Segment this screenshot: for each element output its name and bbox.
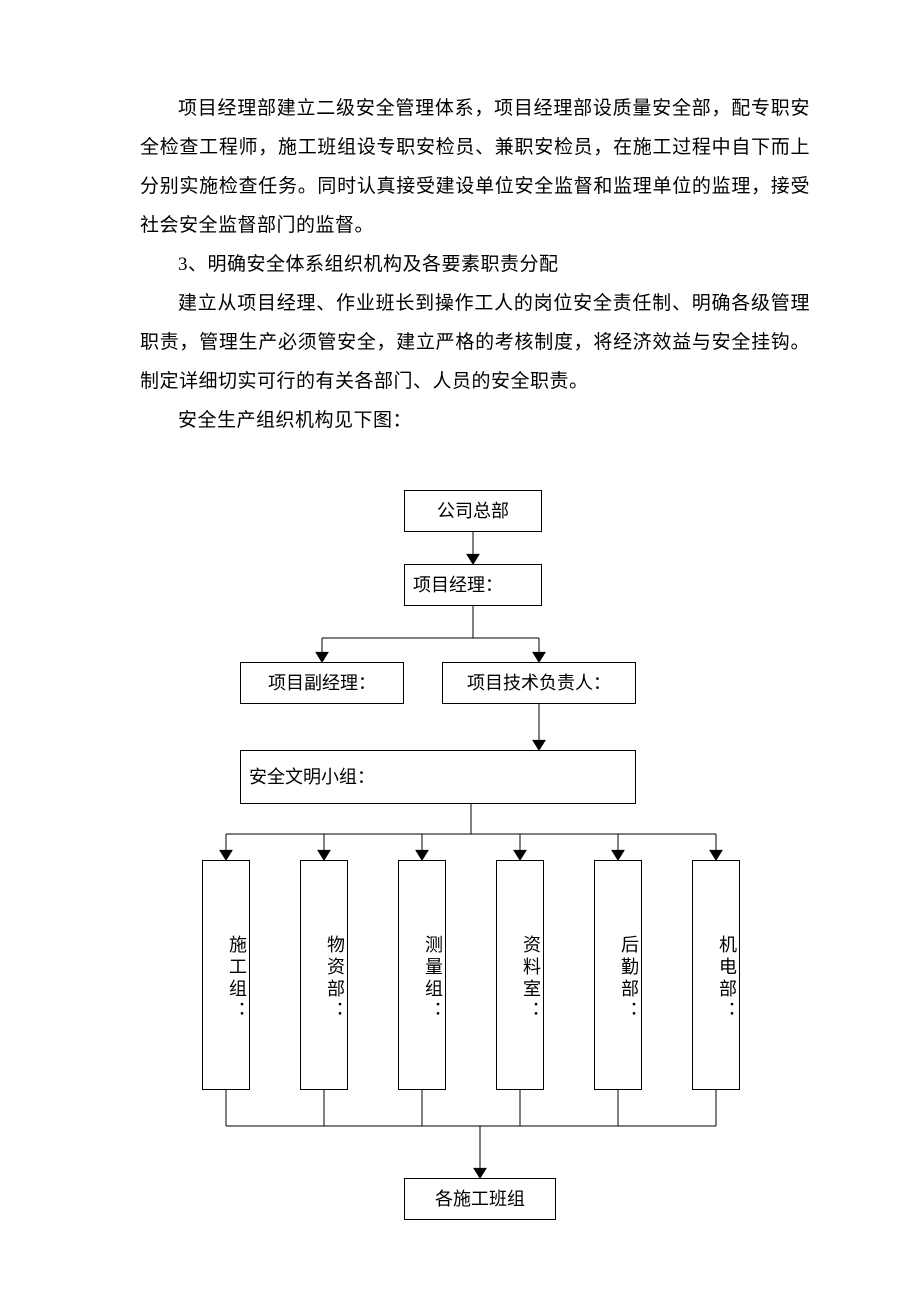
node-pm: 项目经理： — [404, 564, 542, 606]
node-tech: 项目技术负责人： — [442, 662, 636, 704]
node-dpm: 项目副经理： — [240, 662, 404, 704]
node-d3: 测量组： — [398, 860, 446, 1090]
org-chart: 公司总部项目经理： 项目副经理： 项目技术负责人： 安全文明小组： 施工组： 物资部： 测量… — [140, 490, 840, 1250]
node-d4: 资料室： — [496, 860, 544, 1090]
paragraph-3: 建立从项目经理、作业班长到操作工人的岗位安全责任制、明确各级管理职责，管理生产必… — [140, 285, 810, 402]
node-d1: 施工组： — [202, 860, 250, 1090]
node-hq: 公司总部 — [404, 490, 542, 532]
node-d6: 机电部： — [692, 860, 740, 1090]
node-team: 安全文明小组： — [240, 750, 636, 804]
paragraph-2: 3、明确安全体系组织机构及各要素职责分配 — [140, 246, 810, 285]
node-d2: 物资部： — [300, 860, 348, 1090]
node-d5: 后勤部： — [594, 860, 642, 1090]
node-crew: 各施工班组 — [404, 1178, 556, 1220]
paragraph-1: 项目经理部建立二级安全管理体系，项目经理部设质量安全部，配专职安全检查工程师，施… — [140, 90, 810, 246]
paragraph-4: 安全生产组织机构见下图： — [140, 402, 810, 441]
document-page: 项目经理部建立二级安全管理体系，项目经理部设质量安全部，配专职安全检查工程师，施… — [0, 0, 920, 1290]
